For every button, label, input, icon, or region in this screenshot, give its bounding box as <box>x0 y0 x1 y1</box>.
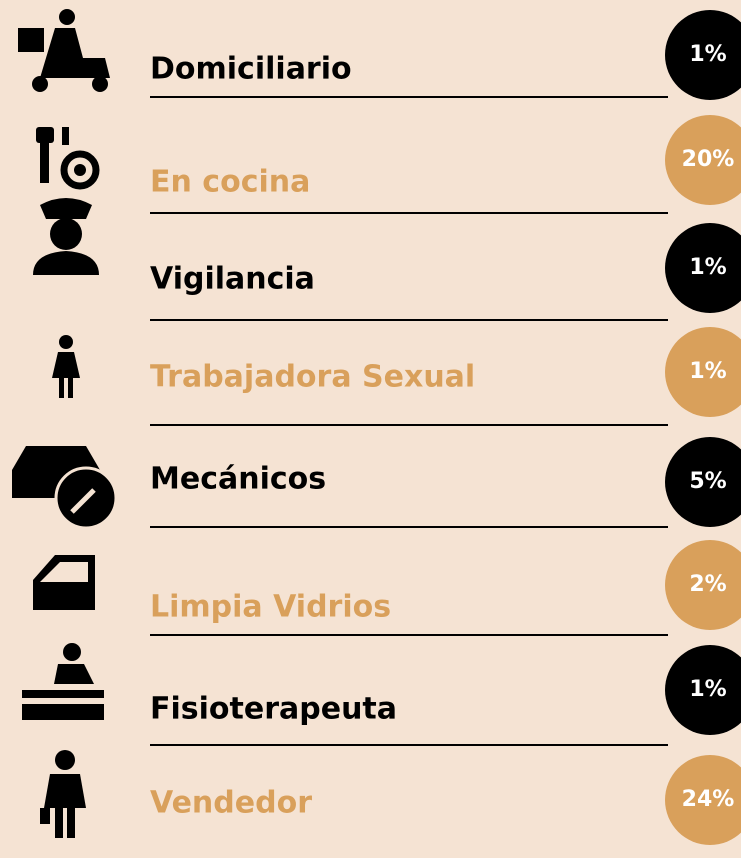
icons <box>12 9 118 838</box>
item-label: Mecánicos <box>150 462 326 497</box>
kitchen-icon <box>36 127 100 190</box>
physio-icon <box>22 643 104 720</box>
item-label: Limpia Vidrios <box>150 590 391 625</box>
item-label: Fisioterapeuta <box>150 692 397 727</box>
percent-label: 1% <box>689 359 726 384</box>
percent-badge <box>665 437 741 527</box>
seller-icon <box>40 750 86 838</box>
percent-label: 1% <box>689 255 726 280</box>
percent-badge <box>665 755 741 845</box>
percent-badge <box>665 327 741 417</box>
woman-icon <box>52 335 80 398</box>
item-label: Vendedor <box>150 786 312 821</box>
percent-label: 1% <box>689 677 726 702</box>
percent-label: 5% <box>689 469 726 494</box>
item-label: Trabajadora Sexual <box>150 360 475 395</box>
percent-badge <box>665 10 741 100</box>
door-icon <box>33 555 95 610</box>
percent-label: 24% <box>682 787 735 812</box>
percent-badge <box>665 115 741 205</box>
item-label: Domiciliario <box>150 52 352 87</box>
percent-badge <box>665 223 741 313</box>
item-label: En cocina <box>150 165 310 200</box>
percent-label: 20% <box>682 147 735 172</box>
mechanic-icon <box>12 446 118 530</box>
percent-badge <box>665 540 741 630</box>
percent-label: 2% <box>689 572 726 597</box>
item-label: Vigilancia <box>150 262 315 297</box>
delivery-icon <box>18 9 110 92</box>
percent-label: 1% <box>689 42 726 67</box>
guard-icon <box>33 198 99 275</box>
percent-badge <box>665 645 741 735</box>
